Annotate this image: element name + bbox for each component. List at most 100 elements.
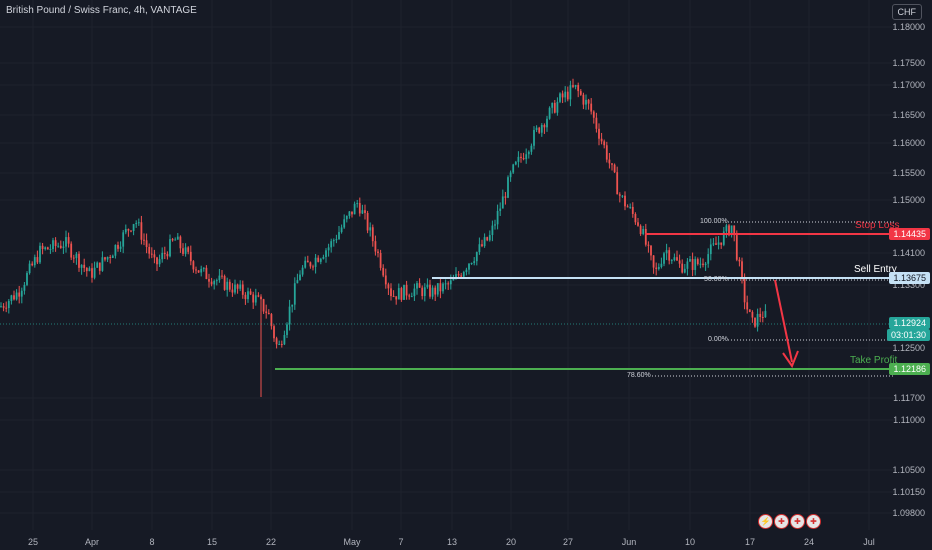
candle-body bbox=[637, 222, 639, 226]
candle-body bbox=[655, 267, 658, 269]
candle-body bbox=[343, 219, 346, 228]
time-tick-label: May bbox=[343, 537, 361, 547]
candle-body bbox=[234, 284, 236, 293]
candle-body bbox=[728, 225, 730, 236]
price-tick-label: 1.18000 bbox=[892, 22, 925, 32]
candle-body bbox=[689, 259, 691, 262]
candle-body bbox=[434, 287, 437, 295]
candle-body bbox=[213, 281, 216, 285]
candle-body bbox=[260, 296, 262, 300]
uk-flag-icon[interactable]: ✚ bbox=[774, 514, 789, 529]
candle-body bbox=[135, 222, 138, 225]
candle-body bbox=[592, 111, 595, 118]
candle-body bbox=[746, 302, 749, 310]
candle-body bbox=[109, 256, 112, 258]
candle-body bbox=[473, 261, 476, 264]
candle-body bbox=[574, 85, 577, 87]
price-tick-label: 1.11000 bbox=[893, 415, 925, 425]
trade-drawings bbox=[0, 221, 895, 377]
candle-body bbox=[496, 210, 499, 225]
candle-body bbox=[338, 232, 340, 240]
candle-body bbox=[725, 225, 728, 232]
candle-body bbox=[598, 128, 600, 139]
candle-body bbox=[28, 263, 31, 274]
candle-body bbox=[13, 295, 15, 300]
candle-body bbox=[559, 93, 561, 102]
candle-body bbox=[626, 206, 629, 208]
candle-body bbox=[62, 246, 65, 248]
candle-body bbox=[366, 213, 369, 231]
candle-body bbox=[395, 296, 398, 300]
candle-body bbox=[275, 338, 278, 345]
candle-body bbox=[174, 239, 177, 241]
candle-body bbox=[408, 295, 411, 297]
candle-body bbox=[670, 260, 673, 262]
candle-body bbox=[663, 253, 665, 264]
candle-body bbox=[585, 99, 587, 105]
candle-body bbox=[416, 283, 418, 289]
candle-body bbox=[306, 260, 309, 263]
candle-body bbox=[426, 284, 429, 288]
candle-body bbox=[2, 306, 5, 308]
candle-body bbox=[761, 317, 764, 319]
price-tick-label: 1.11700 bbox=[893, 393, 925, 403]
candle-body bbox=[509, 172, 512, 178]
candle-body bbox=[579, 91, 582, 95]
candle-body bbox=[301, 267, 304, 275]
candle-body bbox=[442, 283, 444, 292]
candle-body bbox=[735, 235, 738, 260]
candle-body bbox=[676, 257, 678, 261]
price-tick-label: 1.12500 bbox=[892, 343, 925, 353]
uk-flag-icon[interactable]: ✚ bbox=[806, 514, 821, 529]
candle-body bbox=[200, 268, 203, 273]
candle-body bbox=[197, 270, 200, 273]
candle-body bbox=[449, 280, 452, 285]
lightning-icon[interactable]: ⚡ bbox=[758, 514, 773, 529]
candle-body bbox=[590, 103, 593, 112]
candle-body bbox=[353, 203, 356, 215]
candle-body bbox=[33, 257, 36, 266]
candle-body bbox=[421, 287, 424, 296]
candle-body bbox=[205, 267, 208, 279]
candle-body bbox=[418, 283, 421, 288]
candle-body bbox=[546, 118, 548, 128]
candle-body bbox=[452, 278, 455, 281]
candle-body bbox=[483, 237, 486, 247]
candle-body bbox=[273, 326, 275, 339]
candle-body bbox=[304, 260, 307, 268]
candle-body bbox=[694, 259, 697, 270]
candle-body bbox=[98, 262, 101, 271]
time-tick-label: 20 bbox=[506, 537, 516, 547]
candle-body bbox=[54, 240, 57, 246]
candle-body bbox=[371, 227, 374, 242]
candle-body bbox=[504, 196, 507, 198]
price-tick-label: 1.17000 bbox=[892, 80, 925, 90]
candle-body bbox=[644, 228, 647, 245]
currency-button[interactable]: CHF bbox=[891, 4, 922, 20]
uk-flag-icon[interactable]: ✚ bbox=[790, 514, 805, 529]
candle-body bbox=[608, 159, 611, 164]
time-tick-label: Apr bbox=[85, 537, 99, 547]
candle-body bbox=[668, 250, 671, 261]
candle-body bbox=[551, 102, 554, 108]
candle-body bbox=[228, 281, 231, 290]
stop-loss-label: Stop Loss bbox=[855, 220, 900, 231]
candle-body bbox=[595, 117, 598, 129]
candle-body bbox=[335, 239, 338, 241]
candle-body bbox=[340, 227, 343, 233]
candle-body bbox=[405, 284, 408, 296]
take-profit-label: Take Profit bbox=[850, 355, 898, 366]
candle-body bbox=[319, 258, 322, 262]
candle-body bbox=[540, 124, 543, 133]
candle-body bbox=[236, 284, 239, 289]
candle-body bbox=[364, 210, 366, 214]
candle-body bbox=[533, 130, 535, 146]
candle-body bbox=[379, 253, 382, 268]
candle-body bbox=[410, 296, 413, 298]
candle-body bbox=[223, 276, 226, 290]
candle-body bbox=[403, 284, 405, 300]
candle-body bbox=[605, 145, 608, 160]
candle-body bbox=[582, 94, 585, 105]
sell-entry-label: Sell Entry bbox=[854, 264, 897, 275]
